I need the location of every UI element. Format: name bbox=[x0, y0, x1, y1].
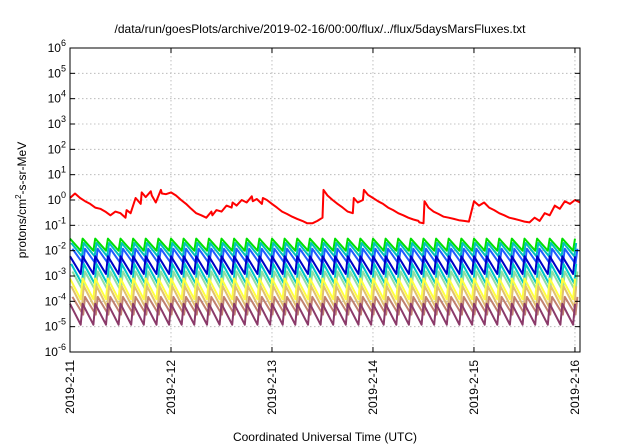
y-tick-label: 106 bbox=[48, 38, 66, 55]
x-tick-label: 2019-2-13 bbox=[265, 360, 279, 415]
x-tick-label: 2019-2-15 bbox=[467, 360, 481, 415]
y-tick-base: 10 bbox=[45, 345, 59, 359]
y-tick-base: 10 bbox=[45, 269, 59, 283]
y-tick-base: 10 bbox=[48, 193, 62, 207]
y-tick-label: 10-5 bbox=[45, 317, 66, 334]
flux-series-8 bbox=[70, 285, 578, 308]
y-tick-exponent: 6 bbox=[61, 38, 66, 48]
y-axis-label-base: protons/cm bbox=[15, 199, 29, 258]
x-ticks: 2019-2-11 2019-2-12 2019-2-13 2019-2-14 2019… bbox=[63, 48, 582, 415]
y-tick-label: 100 bbox=[48, 190, 66, 207]
y-tick-exponent: 3 bbox=[61, 114, 66, 124]
y-tick-label: 104 bbox=[48, 89, 66, 106]
y-tick-label: 10-1 bbox=[45, 215, 66, 232]
flux-series-6 bbox=[71, 270, 579, 293]
chart-title: /data/run/goesPlots/archive/2019-02-16/0… bbox=[115, 22, 527, 36]
y-axis-label: protons/cm2-s-sr-MeV bbox=[14, 142, 29, 258]
y-tick-base: 10 bbox=[48, 41, 62, 55]
flux-series-4 bbox=[69, 255, 576, 275]
y-tick-label: 10-6 bbox=[45, 342, 66, 359]
y-axis-label-sup: 2 bbox=[14, 194, 23, 199]
y-tick-label: 102 bbox=[48, 139, 66, 156]
x-axis-label: Coordinated Universal Time (UTC) bbox=[233, 430, 417, 444]
y-tick-exponent: 0 bbox=[61, 190, 66, 200]
y-tick-exponent: -3 bbox=[58, 266, 66, 276]
flux-series-10 bbox=[69, 302, 576, 326]
y-tick-exponent: 4 bbox=[61, 89, 66, 99]
flux-series-red bbox=[69, 188, 581, 225]
y-tick-exponent: -6 bbox=[58, 342, 66, 352]
y-ticks: 10-610-510-410-310-210-11001011021031041… bbox=[45, 38, 580, 359]
y-tick-exponent: 2 bbox=[61, 139, 66, 149]
y-tick-base: 10 bbox=[48, 142, 62, 156]
flux-series-1 bbox=[69, 237, 576, 252]
y-tick-label: 10-2 bbox=[45, 241, 66, 258]
y-tick-label: 10-3 bbox=[45, 266, 66, 283]
y-axis-label-rest: -s-sr-MeV bbox=[15, 142, 29, 195]
x-tick-label: 2019-2-16 bbox=[568, 360, 582, 415]
y-tick-base: 10 bbox=[48, 92, 62, 106]
y-tick-exponent: -1 bbox=[58, 215, 66, 225]
y-tick-base: 10 bbox=[45, 244, 59, 258]
flux-series-9 bbox=[71, 295, 579, 316]
y-tick-base: 10 bbox=[48, 66, 62, 80]
flux-series-5 bbox=[70, 262, 578, 285]
y-tick-label: 105 bbox=[48, 63, 66, 80]
y-tick-base: 10 bbox=[45, 294, 59, 308]
data-lines bbox=[69, 188, 581, 326]
y-tick-exponent: -4 bbox=[58, 291, 66, 301]
y-tick-exponent: 1 bbox=[61, 165, 66, 175]
flux-series-7 bbox=[69, 277, 576, 301]
x-tick-label: 2019-2-14 bbox=[366, 360, 380, 415]
flux-series-2 bbox=[70, 242, 578, 258]
y-tick-base: 10 bbox=[48, 117, 62, 131]
y-tick-base: 10 bbox=[45, 320, 59, 334]
y-tick-label: 10-4 bbox=[45, 291, 66, 308]
y-tick-exponent: -2 bbox=[58, 241, 66, 251]
y-tick-base: 10 bbox=[48, 168, 62, 182]
y-tick-label: 103 bbox=[48, 114, 66, 131]
y-tick-exponent: -5 bbox=[58, 317, 66, 327]
y-tick-exponent: 5 bbox=[61, 63, 66, 73]
x-tick-label: 2019-2-11 bbox=[63, 360, 77, 414]
y-tick-base: 10 bbox=[45, 218, 59, 232]
x-tick-label: 2019-2-12 bbox=[164, 360, 178, 415]
y-tick-label: 101 bbox=[48, 165, 66, 182]
